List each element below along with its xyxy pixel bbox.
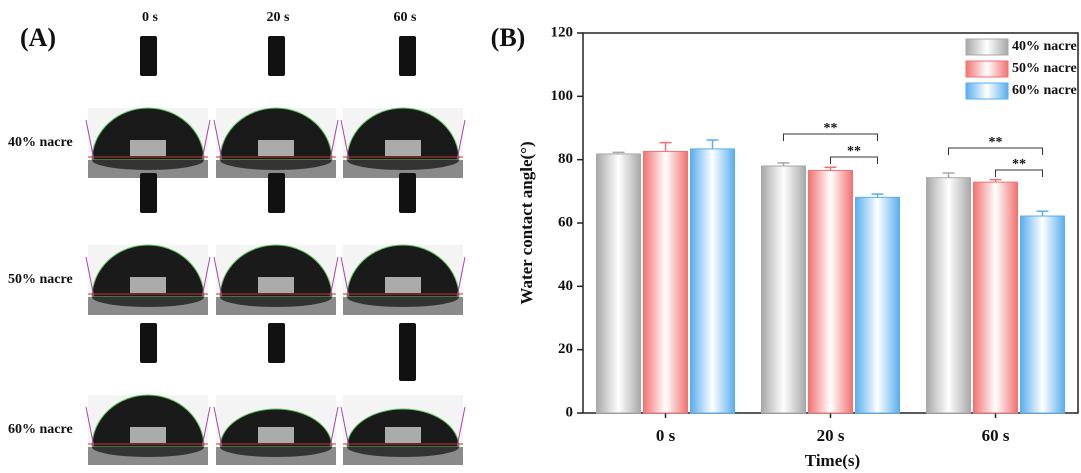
y-tick-label: 0 <box>566 404 574 420</box>
needle <box>140 323 157 363</box>
x-tick-label: 0 s <box>656 426 676 445</box>
highlight <box>130 427 166 443</box>
needle <box>399 323 416 381</box>
significance-label: ** <box>1012 157 1026 172</box>
significance-label: ** <box>847 144 861 159</box>
bar <box>856 197 900 413</box>
x-axis-label: Time(s) <box>805 451 860 470</box>
y-axis-label: Water contact angle(°) <box>517 141 536 304</box>
highlight <box>258 277 294 293</box>
bar <box>927 178 971 413</box>
highlight <box>130 277 166 293</box>
legend-label: 40% nacre <box>1012 39 1077 54</box>
row-label: 40% nacre <box>8 135 73 150</box>
time-label: 20 s <box>267 10 291 25</box>
bar <box>762 166 806 413</box>
highlight <box>385 427 421 443</box>
needle <box>399 173 416 213</box>
time-label: 0 s <box>142 10 159 25</box>
error-bar <box>660 143 672 152</box>
needle <box>268 173 285 213</box>
bar <box>691 149 735 413</box>
needle <box>140 173 157 213</box>
significance-label: ** <box>824 121 838 136</box>
bar <box>1021 216 1065 413</box>
figure: (A) (B) 0 s 20 s 60 s 40% nacre 50% nacre 60%… <box>0 0 1081 473</box>
legend-swatch <box>966 83 1008 99</box>
bar <box>644 151 688 413</box>
x-tick-label: 60 s <box>982 426 1010 445</box>
needle <box>140 36 157 76</box>
time-label: 60 s <box>394 10 418 25</box>
highlight <box>130 140 166 156</box>
significance-label: ** <box>989 135 1003 150</box>
highlight <box>385 277 421 293</box>
panel-label: (B) <box>491 23 526 52</box>
bar <box>974 182 1018 413</box>
x-tick-label: 20 s <box>817 426 845 445</box>
legend-swatch <box>966 61 1008 77</box>
bar <box>809 170 853 413</box>
needle <box>268 323 285 363</box>
panel-label: (A) <box>20 23 56 52</box>
legend-swatch <box>966 39 1008 55</box>
y-tick-label: 80 <box>558 151 573 167</box>
y-tick-label: 120 <box>551 24 574 40</box>
row-label: 60% nacre <box>8 422 73 437</box>
y-tick-label: 40 <box>558 278 573 294</box>
error-bar <box>943 173 955 178</box>
needle <box>399 36 416 76</box>
error-bar <box>1037 211 1049 216</box>
needle <box>268 36 285 76</box>
legend-label: 60% nacre <box>1012 83 1077 98</box>
bar <box>597 154 641 413</box>
highlight <box>258 427 294 443</box>
error-bar <box>707 140 719 149</box>
photo-panel <box>86 36 465 465</box>
legend-label: 50% nacre <box>1012 61 1077 76</box>
highlight <box>385 140 421 156</box>
highlight <box>258 140 294 156</box>
row-label: 50% nacre <box>8 272 73 287</box>
y-tick-label: 20 <box>558 341 573 357</box>
y-tick-label: 60 <box>558 214 573 230</box>
y-tick-label: 100 <box>551 88 574 104</box>
